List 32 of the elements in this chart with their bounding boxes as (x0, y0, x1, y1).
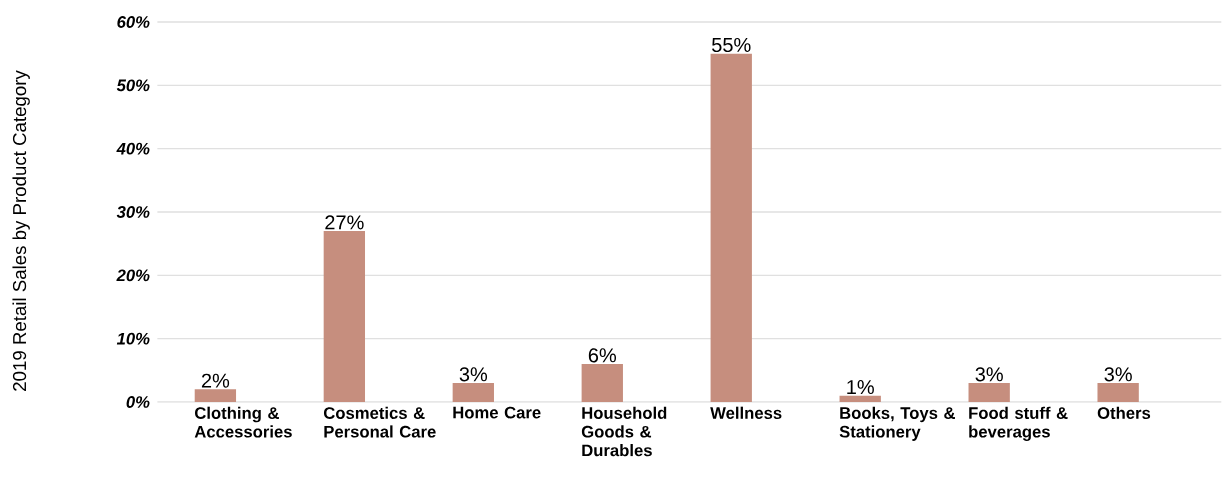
bar (968, 382, 1010, 402)
y-tick-label: 50% (116, 79, 150, 92)
data-label: 3% (1104, 367, 1132, 382)
x-tick-label: Wellness (710, 406, 782, 419)
x-tick-label: Books, Toys & Stationery (839, 406, 955, 441)
x-tick-label: Food stuff & beverages (969, 406, 1068, 441)
bar (581, 363, 623, 402)
data-label: 55% (712, 38, 751, 53)
data-label: 2% (201, 373, 230, 388)
y-tick-label: 30% (116, 206, 150, 218)
y-tick-label: 40% (116, 142, 150, 155)
x-tick-label: Clothing & Accessories (194, 406, 292, 438)
x-tick-label: Cosmetics & Personal Care (323, 406, 436, 438)
data-label: 27% (325, 215, 364, 230)
y-tick-label: 10% (116, 332, 150, 345)
bar (194, 389, 237, 402)
bar (839, 395, 881, 402)
bar (323, 230, 366, 402)
y-tick-label: 0% (126, 396, 150, 408)
y-tick-label: 20% (116, 269, 150, 282)
bar (1097, 382, 1139, 402)
bar (452, 382, 494, 402)
data-label: 3% (459, 367, 488, 382)
x-tick-label: Household Goods & Durables (581, 406, 667, 457)
x-tick-label: Home Care (453, 406, 541, 419)
bar (710, 53, 752, 402)
data-label: 1% (847, 380, 874, 395)
data-label: 3% (975, 367, 1003, 382)
y-tick-label: 60% (117, 16, 150, 28)
y-axis-title: 2019 Retail Sales by Product Category (12, 70, 30, 391)
x-tick-label: Others (1097, 406, 1151, 419)
data-label: 6% (588, 348, 617, 363)
